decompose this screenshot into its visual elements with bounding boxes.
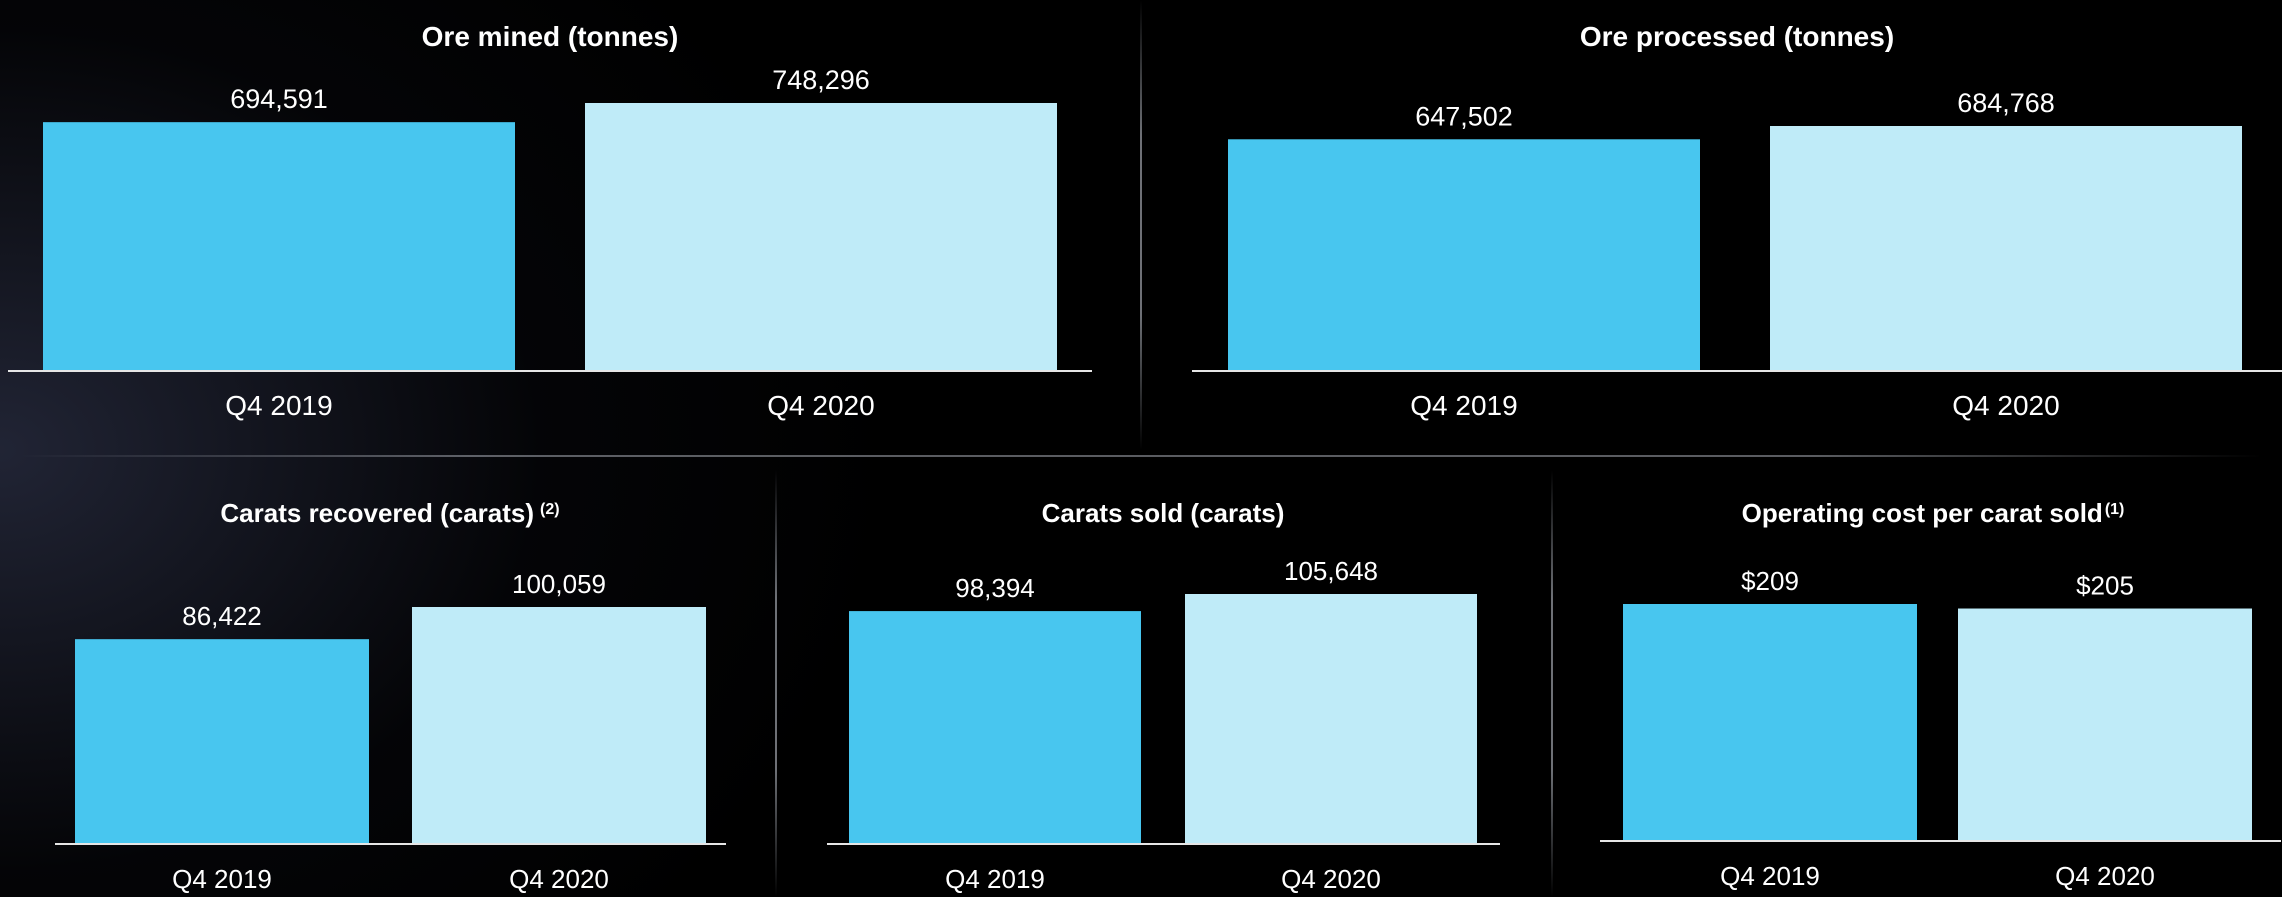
- category-label: Q4 2020: [2055, 861, 2155, 891]
- data-label: $205: [2076, 571, 2134, 601]
- chart-title-text: Ore processed (tonnes): [1580, 21, 1894, 52]
- chart-marks: 647,502 Q4 2019 684,768 Q4 2020: [1192, 88, 2282, 421]
- chart-marks: 98,394 Q4 2019 105,648 Q4 2020: [827, 556, 1500, 894]
- category-label: Q4 2019: [1410, 390, 1517, 421]
- horizontal-divider: [20, 455, 2262, 457]
- bar-q4-2020: [412, 607, 706, 843]
- data-label: 647,502: [1415, 101, 1513, 131]
- chart-title: Ore processed (tonnes): [1580, 21, 1894, 52]
- chart-title-footnote: (2): [540, 501, 560, 518]
- category-label: Q4 2020: [1952, 390, 2059, 421]
- vertical-divider-top: [1140, 0, 1142, 450]
- bar-q4-2020: [1185, 594, 1477, 843]
- data-label: 748,296: [772, 65, 870, 95]
- chart-title-text: Carats recovered (carats): [220, 498, 534, 528]
- category-label: Q4 2020: [509, 864, 609, 894]
- carats-sold-chart: Carats sold (carats) 98,394 Q4 2019 105,64…: [827, 498, 1500, 894]
- vertical-divider-bottom-right: [1551, 470, 1553, 897]
- category-label: Q4 2019: [1720, 861, 1820, 891]
- data-label: 694,591: [230, 84, 328, 114]
- bar-q4-2019: [1623, 604, 1917, 840]
- data-label: 100,059: [512, 569, 606, 599]
- bar-q4-2020: [1770, 126, 2242, 370]
- category-label: Q4 2019: [945, 864, 1045, 894]
- data-label: 105,648: [1284, 556, 1378, 586]
- chart-marks: $209 Q4 2019 $205 Q4 2020: [1600, 566, 2281, 891]
- data-label: 98,394: [955, 573, 1035, 603]
- chart-title: Carats recovered (carats) (2): [220, 498, 559, 528]
- carats-recovered-chart: Carats recovered (carats) (2) 86,422 Q4 20…: [55, 498, 726, 894]
- data-label: 86,422: [182, 601, 262, 631]
- bar-q4-2019: [43, 122, 515, 371]
- chart-marks: 694,591 Q4 2019 748,296 Q4 2020: [8, 65, 1092, 421]
- chart-title-text: Carats sold (carats): [1042, 498, 1285, 528]
- data-label: 684,768: [1957, 88, 2055, 118]
- category-label: Q4 2020: [767, 390, 874, 421]
- chart-title-footnote: (1): [2105, 501, 2125, 518]
- chart-marks: 86,422 Q4 2019 100,059 Q4 2020: [55, 569, 726, 894]
- vertical-divider-bottom-left: [775, 470, 777, 897]
- category-label: Q4 2019: [225, 390, 332, 421]
- data-label: $209: [1741, 566, 1799, 596]
- category-label: Q4 2019: [172, 864, 272, 894]
- chart-title: Operating cost per carat sold (1): [1742, 498, 2125, 528]
- bar-q4-2019: [75, 639, 369, 843]
- chart-title: Ore mined (tonnes): [422, 21, 679, 52]
- operating-cost-chart: Operating cost per carat sold (1) $209 Q4 …: [1600, 498, 2281, 891]
- bar-q4-2020: [1958, 608, 2252, 840]
- category-label: Q4 2020: [1281, 864, 1381, 894]
- bar-q4-2020: [585, 103, 1057, 370]
- chart-title-text: Operating cost per carat sold: [1742, 498, 2103, 528]
- chart-title-text: Ore mined (tonnes): [422, 21, 679, 52]
- bar-q4-2019: [849, 611, 1141, 843]
- ore-processed-chart: Ore processed (tonnes) 647,502 Q4 2019 684…: [1192, 21, 2282, 421]
- bar-q4-2019: [1228, 139, 1700, 370]
- ore-mined-chart: Ore mined (tonnes) 694,591 Q4 2019 748,296…: [8, 21, 1092, 421]
- chart-title: Carats sold (carats): [1042, 498, 1285, 528]
